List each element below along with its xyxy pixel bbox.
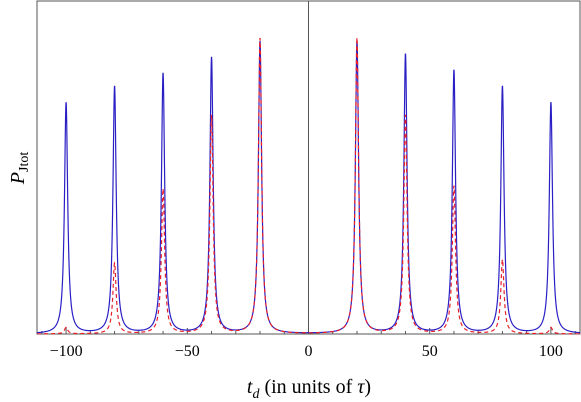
peak-point	[259, 41, 261, 43]
x-tick-label: 0	[305, 343, 313, 360]
peak-point	[210, 57, 213, 59]
x-tick-label: 50	[422, 343, 438, 360]
x-axis-label-rest: (in units of	[259, 376, 357, 398]
peak-point	[550, 102, 552, 104]
x-axis-label-sub: d	[252, 387, 260, 402]
x-tick-label: −100	[50, 343, 83, 360]
x-axis-label-close: )	[364, 376, 371, 398]
peak-point	[453, 185, 455, 187]
y-axis-label: PJtot	[7, 152, 32, 186]
peak-point	[259, 38, 261, 40]
peak-point	[501, 86, 504, 88]
peak-point	[65, 102, 67, 104]
y-axis-label-sub: Jtot	[17, 152, 32, 172]
series-layer	[36, 38, 581, 335]
peak-point	[404, 115, 407, 117]
peak-point	[404, 54, 407, 56]
peak-point	[162, 73, 164, 75]
x-tick-label: −50	[175, 343, 200, 360]
series-line-solid	[36, 40, 581, 334]
peak-point	[65, 326, 67, 329]
peak-point	[501, 259, 504, 261]
peak-point	[550, 326, 552, 329]
peak-point	[113, 86, 116, 88]
x-tick-label: 100	[539, 343, 563, 360]
peak-point	[113, 262, 116, 264]
x-axis-label: td (in units of τ)	[247, 376, 371, 402]
peak-point	[356, 38, 358, 40]
peak-point	[210, 115, 213, 117]
peak-point	[162, 188, 164, 191]
x-axis-label-main: t	[247, 376, 253, 398]
y-axis-label-main: P	[7, 172, 29, 185]
peak-point	[453, 70, 455, 72]
x-ticks: −100 −50 0 50 100	[41, 328, 576, 360]
x-axis-label-tau: τ	[357, 376, 365, 398]
